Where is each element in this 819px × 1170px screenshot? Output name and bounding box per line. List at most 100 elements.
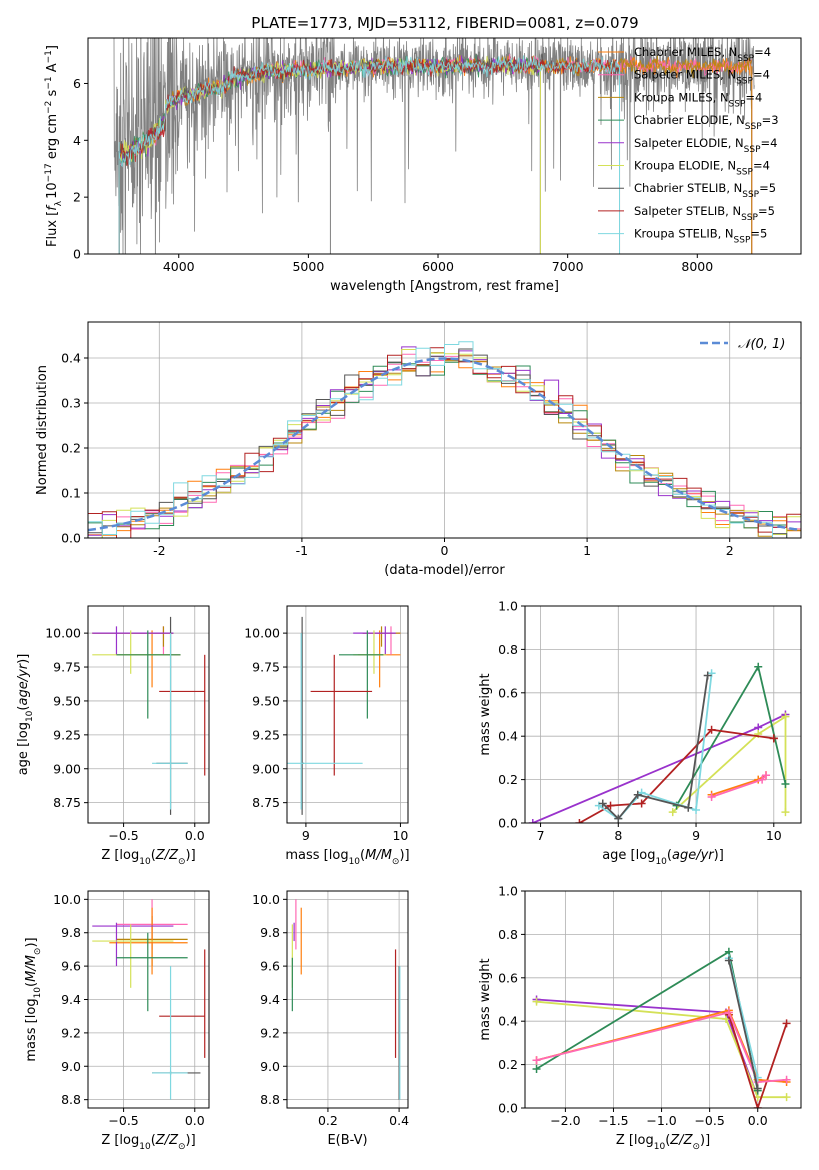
legend-value: =5	[750, 227, 767, 241]
legend-name: Kroupa MILES, N	[634, 90, 729, 104]
weight-marker	[637, 799, 646, 808]
x-axis-label: Z [log10(Z/Z⊙)]	[616, 1133, 710, 1152]
weight-marker	[707, 725, 716, 734]
y-axis-label: Normed distribution	[35, 365, 50, 495]
legend-entry: Chabrier STELIB, NSSP=5	[634, 181, 776, 200]
x-axis-label-part: (	[151, 848, 156, 863]
weight-line-chabrier-stelib	[728, 960, 759, 1089]
y-tick-label: 9.4	[260, 992, 280, 1007]
mass-vs-z-panel: −0.5 0.08.89.09.29.49.69.810.0Z [log10(Z/…	[24, 890, 210, 1152]
x-axis-label: Z [log10(Z/Z⊙)]	[101, 1133, 195, 1152]
weight-marker	[528, 819, 537, 823]
y-tick-label: 4	[73, 133, 81, 148]
y-tick-label: 0.8	[498, 642, 518, 657]
x-tick-label: 0.0	[185, 828, 205, 843]
x-axis-label-part: Z/Z	[155, 1133, 179, 1148]
normal-curve	[88, 357, 801, 532]
mass-vs-ebv-panel: 0.2 0.4 8.8 9.0 9.2 9.4 9.6 9.8 10.0 E(B-V)	[252, 890, 409, 1148]
weight-marker	[753, 1084, 762, 1093]
weight-marker	[754, 662, 763, 671]
x-axis-label-part: 10	[349, 857, 361, 867]
y-axis-label-part: f	[45, 204, 60, 211]
y-tick-label: 1.0	[498, 599, 518, 614]
x-axis-label: E(B-V)	[327, 1133, 367, 1148]
weight-vs-age-plot-area	[528, 662, 790, 823]
x-axis-label-part: )]	[399, 848, 409, 863]
weight-marker	[753, 1104, 762, 1108]
age-vs-mass-plot-area	[287, 616, 401, 815]
x-tick-label: 0	[441, 543, 449, 558]
x-tick-label: 0.2	[318, 1113, 338, 1128]
y-tick-label: 9.6	[61, 959, 81, 974]
histogram-kroupa-stelib	[88, 341, 801, 538]
weight-marker	[762, 771, 771, 780]
y-tick-label: 9.25	[252, 727, 280, 742]
y-tick-label: 6	[73, 76, 81, 91]
legend-sub: SSP	[737, 54, 754, 64]
x-axis-label-part: Z [log	[616, 1133, 654, 1148]
y-tick-label: 9.2	[260, 1025, 280, 1040]
y-tick-label: 9.2	[61, 1025, 81, 1040]
weight-marker	[781, 808, 790, 817]
y-axis-label-part: 10	[25, 710, 35, 722]
x-axis-label: mass [log10(M/M⊙)]	[285, 848, 409, 867]
legend-value: =5	[758, 204, 775, 218]
y-axis-label-part: )]	[16, 654, 31, 664]
legend-entry: 𝒩(0, 1)	[738, 337, 785, 352]
x-tick-label: 6000	[422, 259, 454, 274]
age-vs-mass-frame	[286, 605, 409, 824]
weight-marker	[758, 775, 767, 784]
x-axis-label-part: ⊙	[178, 857, 186, 867]
y-tick-label: 0.4	[61, 351, 81, 366]
x-tick-label: 9	[692, 828, 700, 843]
y-tick-label: 9.8	[260, 925, 280, 940]
weight-line-kroupa-stelib	[598, 673, 713, 820]
y-axis-label-part: A	[45, 63, 60, 76]
legend-name: Salpeter ELODIE, N	[634, 136, 744, 150]
y-axis-label-part: λ	[54, 200, 64, 206]
x-axis-label-part: Z/Z	[155, 848, 179, 863]
y-tick-label: 9.4	[61, 992, 81, 1007]
x-axis-label: (data-model)/error	[384, 563, 505, 578]
y-axis-label-part: s	[45, 89, 60, 100]
legend-name: Kroupa STELIB, N	[634, 227, 734, 241]
weight-line-salpeter-elodie	[532, 713, 786, 823]
legend-sub: SSP	[744, 145, 761, 155]
legend-entry: Kroupa STELIB, NSSP=5	[634, 227, 767, 246]
mass-vs-z-plot-area	[92, 899, 206, 1100]
y-tick-label: 9.75	[53, 660, 81, 675]
y-tick-label: 0.2	[61, 441, 81, 456]
y-axis-label: mass weight	[478, 958, 493, 1040]
legend-entry: Salpeter STELIB, NSSP=5	[634, 204, 775, 223]
weight-marker	[781, 712, 790, 721]
legend-value: =5	[759, 181, 776, 195]
x-tick-label: 0.0	[185, 1113, 205, 1128]
weight-marker	[532, 1056, 541, 1065]
y-tick-label: 0	[73, 247, 81, 262]
x-axis-label-part: Z [log	[101, 1133, 139, 1148]
y-axis-label: mass [log10(M/M⊙)]	[24, 937, 43, 1061]
legend-value: =4	[753, 68, 770, 82]
y-axis-label: mass weight	[478, 673, 493, 755]
weight-marker	[668, 808, 677, 817]
y-axis-label: Flux [fλ10−17 erg cm−2 s−1 A−1]	[44, 45, 64, 247]
x-tick-label: 5000	[292, 259, 324, 274]
x-tick-label: 1	[583, 543, 591, 558]
legend-entry: Chabrier ELODIE, NSSP=3	[634, 113, 779, 132]
weight-marker	[703, 671, 712, 680]
legend-sub: SSP	[729, 99, 746, 109]
y-tick-label: 8.75	[53, 795, 81, 810]
spectrum-frame	[87, 37, 802, 255]
x-axis-label-part: )]	[714, 848, 724, 863]
x-tick-label: 8000	[681, 259, 713, 274]
spectrum-plot-area	[113, 38, 755, 254]
weight-marker	[782, 1019, 791, 1028]
residuals-panel: -2 -1 0 1 2 0.0 0.1 0.2 0.3 0.4 𝒩(0, 1) (data-model…	[35, 321, 802, 578]
y-axis-label-part: −1	[44, 50, 54, 63]
weight-marker	[781, 779, 790, 788]
x-axis-label-part: 10	[654, 1142, 666, 1152]
